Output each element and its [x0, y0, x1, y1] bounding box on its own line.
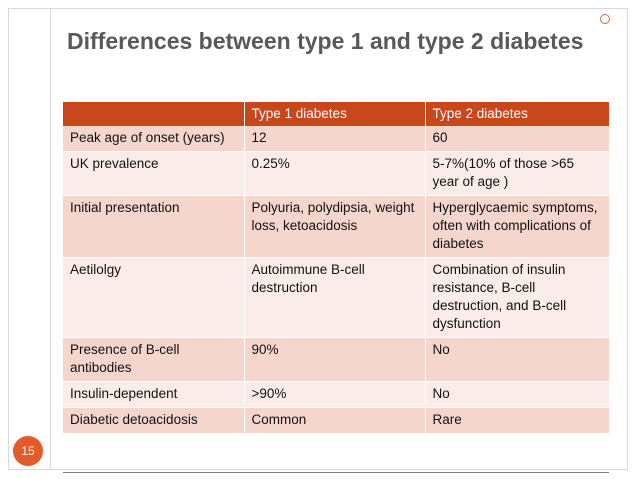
- table-row: Initial presentation Polyuria, polydipsi…: [63, 195, 609, 258]
- type-1-value: Common: [244, 407, 426, 434]
- row-label: Presence of B-cell antibodies: [63, 337, 245, 382]
- row-label: Diabetic detoacidosis: [63, 407, 245, 434]
- type-2-value: Hyperglycaemic symptoms, often with comp…: [425, 195, 609, 258]
- row-label: Insulin-dependent: [63, 381, 245, 408]
- table-row: Peak age of onset (years) 12 60: [63, 126, 609, 152]
- comparison-table: Type 1 diabetes Type 2 diabetes Peak age…: [63, 102, 609, 434]
- type-1-value: 90%: [244, 337, 426, 382]
- header-type-1: Type 1 diabetes: [244, 102, 426, 126]
- left-divider-line: [50, 8, 51, 470]
- type-1-value: 0.25%: [244, 151, 426, 196]
- type-2-value: Combination of insulin resistance, B-cel…: [425, 257, 609, 338]
- table-row: Diabetic detoacidosis Common Rare: [63, 407, 609, 434]
- type-2-value: 60: [425, 126, 609, 152]
- row-label: Peak age of onset (years): [63, 126, 245, 152]
- header-cell-empty: [63, 102, 245, 126]
- type-1-value: >90%: [244, 381, 426, 408]
- type-1-value: Autoimmune B-cell destruction: [244, 257, 426, 338]
- slide-number-badge: 15: [13, 436, 43, 466]
- table-row: UK prevalence 0.25% 5-7%(10% of those >6…: [63, 151, 609, 196]
- row-label: Aetilolgy: [63, 257, 245, 338]
- circle-decoration-icon: [600, 14, 610, 24]
- type-2-value: No: [425, 337, 609, 382]
- table-row: Insulin-dependent >90% No: [63, 381, 609, 408]
- type-2-value: Rare: [425, 407, 609, 434]
- slide-frame: [8, 8, 628, 470]
- type-2-value: 5-7%(10% of those >65 year of age ): [425, 151, 609, 196]
- row-label: UK prevalence: [63, 151, 245, 196]
- table-header-row: Type 1 diabetes Type 2 diabetes: [63, 102, 609, 126]
- type-1-value: 12: [244, 126, 426, 152]
- slide-title: Differences between type 1 and type 2 di…: [67, 28, 584, 54]
- table-row: Aetilolgy Autoimmune B-cell destruction …: [63, 257, 609, 338]
- table-row: Presence of B-cell antibodies 90% No: [63, 337, 609, 382]
- type-1-value: Polyuria, polydipsia, weight loss, ketoa…: [244, 195, 426, 258]
- table-bottom-border: [63, 472, 609, 473]
- row-label: Initial presentation: [63, 195, 245, 258]
- type-2-value: No: [425, 381, 609, 408]
- header-type-2: Type 2 diabetes: [425, 102, 609, 126]
